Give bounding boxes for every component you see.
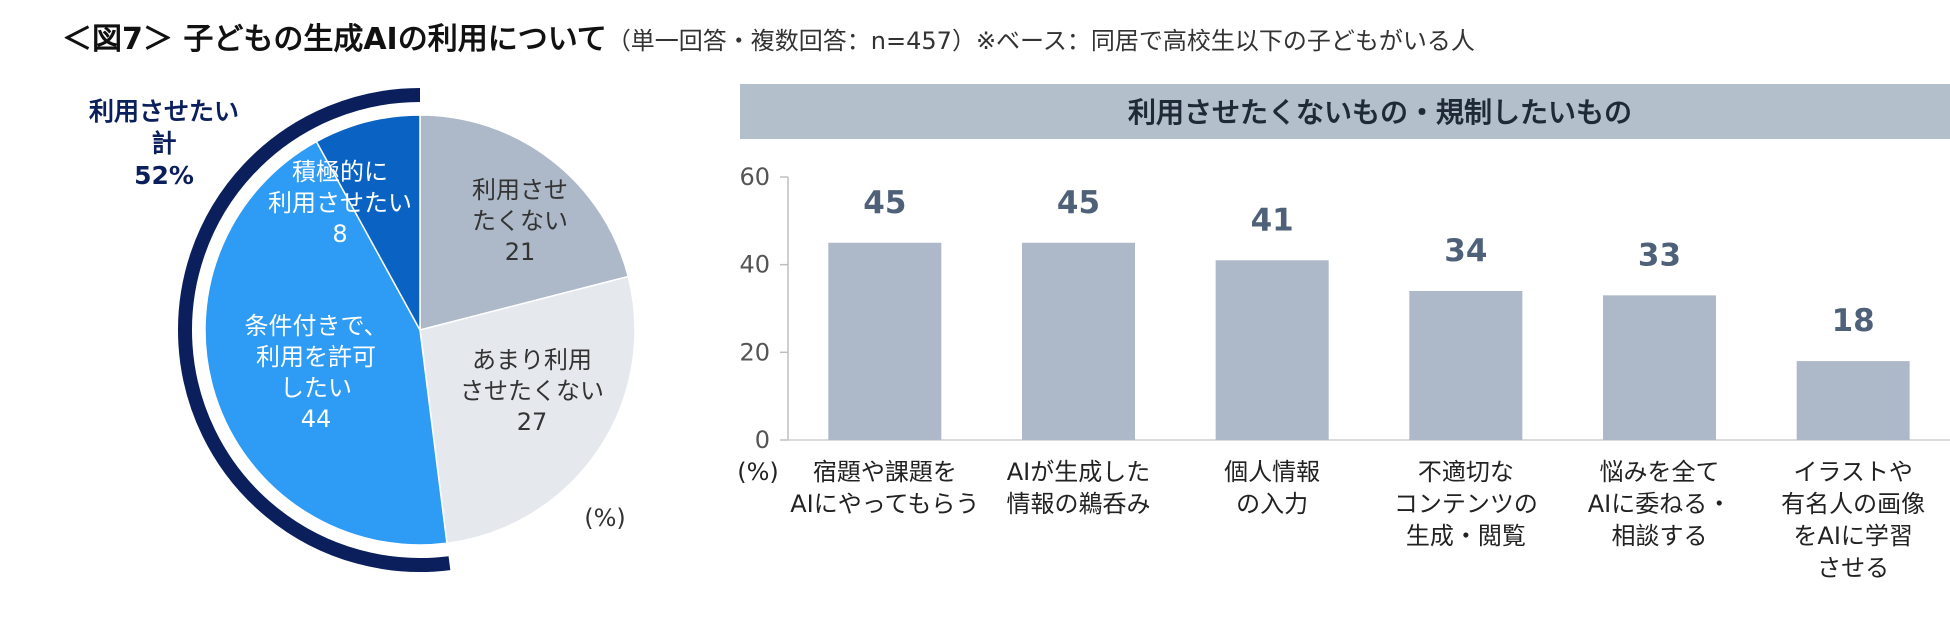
pie-slice-3 [204,140,448,546]
pie-chart: 利用させたくない 21 あまり利用させたくない 27 条件付きで、利用を許可したい 44 積… [89,88,636,572]
y-tick-label-20: 20 [739,338,770,366]
category-label-1: 宿題や課題を AIにやってもらう [790,458,979,518]
category-label-5: 悩みを全て AIに委ねる・相談する [1588,458,1732,550]
y-tick-label-0: 0 [755,426,770,454]
bar-2 [1022,242,1135,440]
pie-slice-4 [315,114,421,331]
category-label-4: 不適切なコンテンツの生成・閲覧 [1394,458,1538,550]
bar-panel-header [740,84,1950,139]
bar-value-label-4: 34 [1444,233,1487,269]
bar-value-label-3: 41 [1251,202,1294,238]
category-label-2: AIが生成した情報の鵜呑み [1007,458,1151,518]
bar-5 [1603,295,1716,440]
bar-panel-title: 利用させたくないもの・規制したいもの [1128,96,1632,129]
bar-3 [1215,260,1329,440]
bar-value-label-6: 18 [1832,303,1875,339]
pie-label-2: あまり利用させたくない 27 [460,346,604,436]
y-tick-label-40: 40 [739,251,770,279]
pie-label-3: 条件付きで、利用を許可したい 44 [244,312,387,433]
bar-6 [1796,361,1910,440]
pie-label-4: 積極的に利用させたい 8 [268,158,412,248]
pie-slice-2 [419,275,636,545]
bar-4 [1409,290,1523,440]
pie-slice-1 [419,114,630,331]
category-label-3: 個人情報の入力 [1224,458,1320,518]
figure-title: ＜図7＞ 子どもの生成AIの利用について（単一回答・複数回答：n=457）※ベー… [62,14,1475,58]
bar-value-label-2: 45 [1057,185,1100,221]
pie-unit-label: (%) [584,504,626,532]
title-subtitle: （単一回答・複数回答：n=457）※ベース：同居で高校生以下の子どもがいる人 [606,27,1475,55]
pie-label-1: 利用させたくない 21 [472,176,568,266]
category-label-6: イラストや有名人の画像をAIに学習させる [1781,458,1925,582]
bar-unit-label: (%) [737,458,779,486]
pie-total-label: 利用させたい計 52% [89,97,239,190]
bar-value-label-1: 45 [863,185,906,221]
bar-1 [828,242,942,440]
total-band [178,88,451,572]
bar-value-label-5: 33 [1638,237,1681,273]
title-main: ＜図7＞ 子どもの生成AIの利用について [62,22,607,57]
y-tick-label-60: 60 [739,163,770,191]
